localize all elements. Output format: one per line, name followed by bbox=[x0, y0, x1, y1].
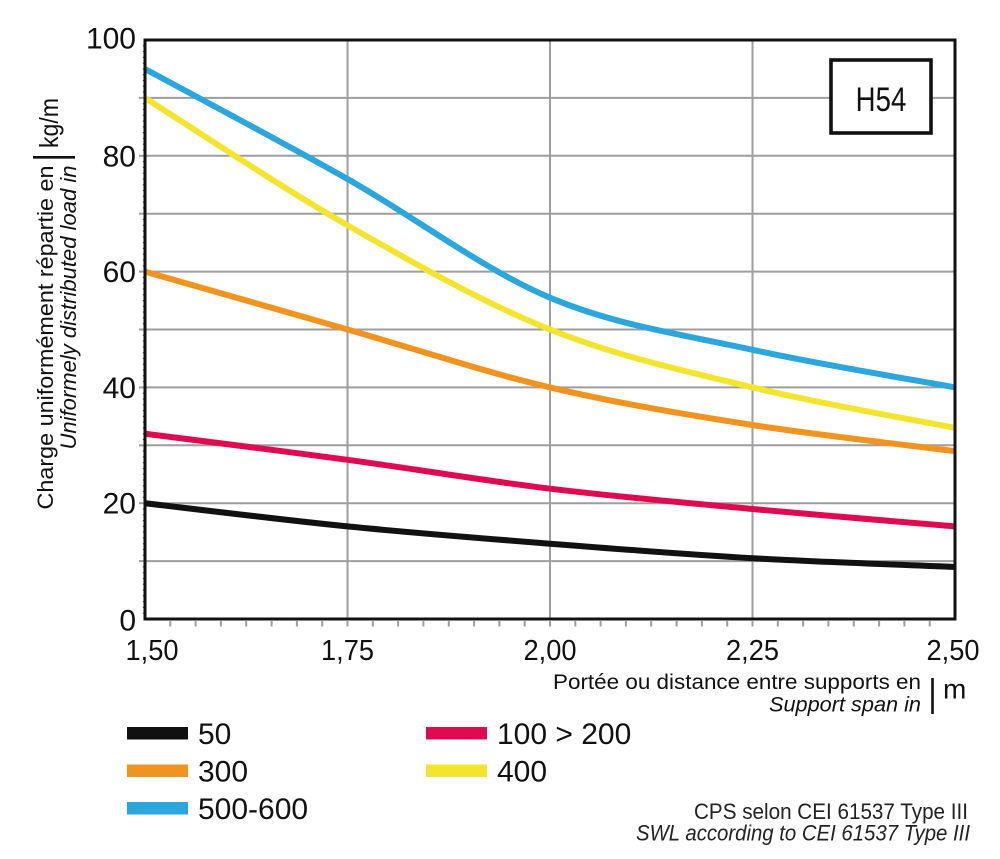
svg-text:kg/m: kg/m bbox=[34, 98, 64, 148]
svg-text:2,50: 2,50 bbox=[927, 635, 980, 667]
svg-text:2,00: 2,00 bbox=[524, 635, 577, 667]
svg-text:0: 0 bbox=[119, 605, 136, 638]
svg-text:80: 80 bbox=[103, 140, 136, 173]
svg-text:500-600: 500-600 bbox=[198, 793, 308, 826]
svg-text:20: 20 bbox=[103, 488, 136, 521]
svg-text:400: 400 bbox=[497, 756, 547, 789]
svg-text:50: 50 bbox=[198, 718, 231, 751]
svg-text:1,50: 1,50 bbox=[126, 635, 179, 667]
svg-text:Support span in: Support span in bbox=[769, 694, 921, 717]
svg-text:H54: H54 bbox=[856, 80, 907, 119]
svg-text:2,25: 2,25 bbox=[726, 635, 779, 667]
svg-text:Portée ou distance entre suppo: Portée ou distance entre supports en bbox=[553, 671, 921, 694]
svg-text:SWL according to CEI 61537 Typ: SWL according to CEI 61537 Type III bbox=[636, 821, 970, 846]
svg-text:Charge uniformément répartie e: Charge uniformément répartie en bbox=[33, 166, 58, 510]
svg-text:m: m bbox=[943, 674, 966, 705]
svg-text:40: 40 bbox=[103, 372, 136, 405]
svg-text:CPS selon CEI 61537 Type III: CPS selon CEI 61537 Type III bbox=[694, 799, 968, 824]
svg-text:100: 100 bbox=[86, 23, 136, 56]
svg-text:1,75: 1,75 bbox=[321, 635, 374, 667]
svg-text:100 > 200: 100 > 200 bbox=[497, 718, 631, 751]
svg-text:Uniformely distributed load in: Uniformely distributed load in bbox=[56, 166, 81, 450]
svg-text:60: 60 bbox=[103, 256, 136, 289]
svg-text:300: 300 bbox=[198, 756, 248, 789]
